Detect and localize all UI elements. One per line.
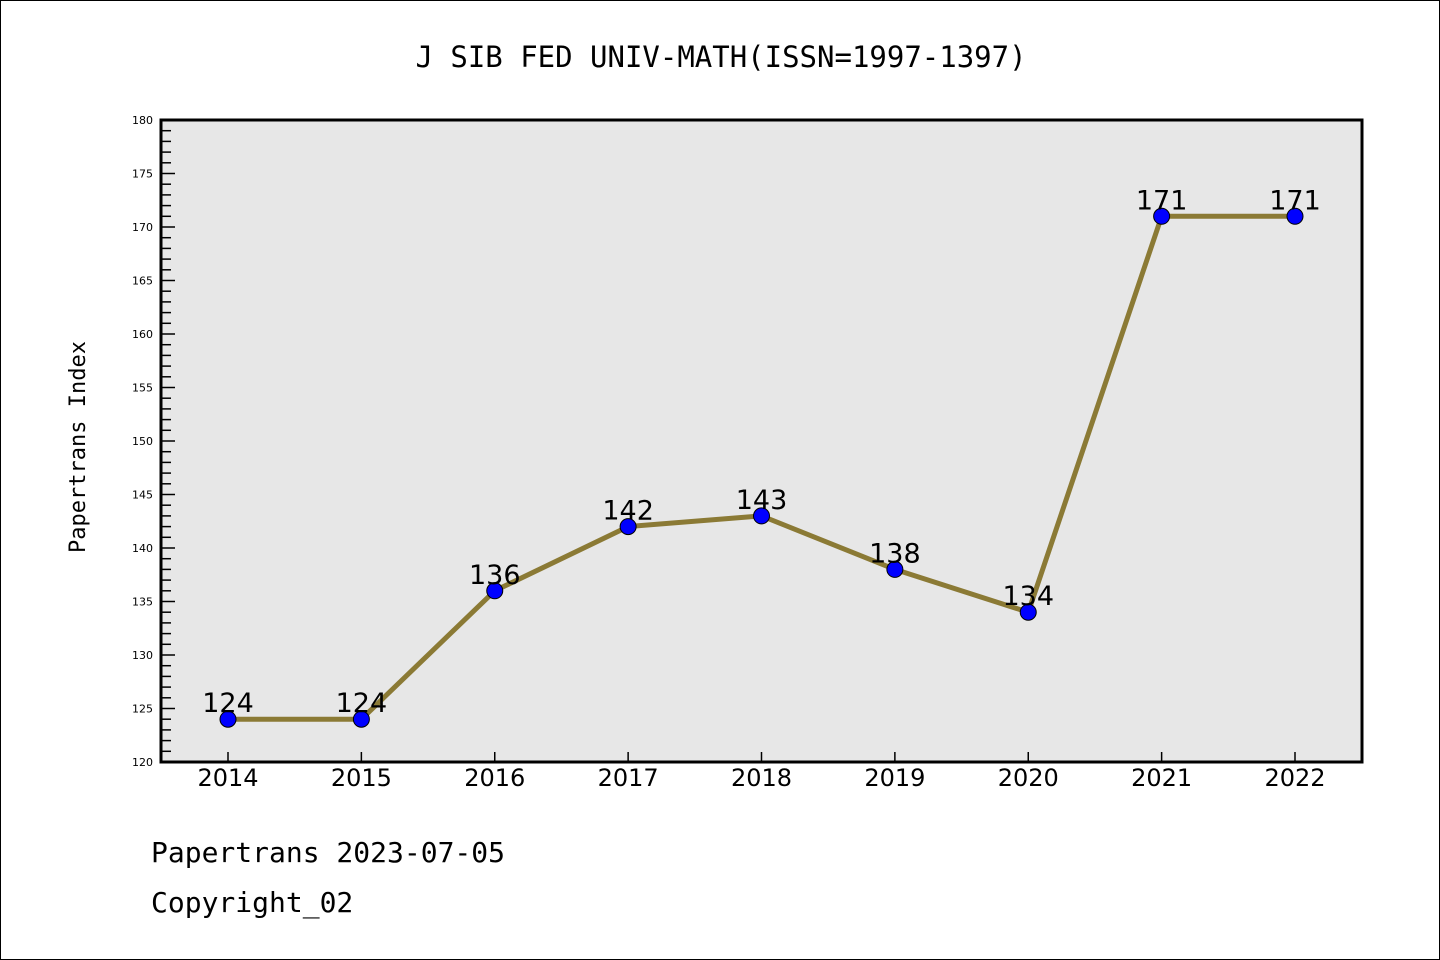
y-tick-label: 120: [132, 756, 153, 769]
data-point: [1019, 603, 1037, 621]
data-label: 171: [1136, 185, 1188, 216]
x-tick-label: 2016: [464, 764, 525, 792]
y-tick-label: 150: [132, 435, 153, 448]
data-label: 171: [1269, 185, 1321, 216]
data-point: [486, 582, 504, 600]
plot-area: [161, 120, 1362, 762]
data-label: 124: [202, 688, 254, 719]
y-tick-label: 180: [132, 114, 153, 127]
plot-border: [159, 118, 1364, 764]
data-label: 124: [336, 688, 388, 719]
y-tick-label: 135: [132, 596, 153, 609]
data-point: [619, 518, 637, 536]
y-tick-label: 160: [132, 328, 153, 341]
data-label: 143: [736, 485, 788, 516]
x-tick-label: 2017: [598, 764, 659, 792]
y-tick-label: 165: [132, 275, 153, 288]
data-point: [1286, 207, 1304, 225]
y-tick-label: 155: [132, 382, 153, 395]
x-tick-label: 2019: [864, 764, 925, 792]
x-tick-label: 2014: [197, 764, 258, 792]
y-tick-label: 130: [132, 649, 153, 662]
data-label: 136: [469, 560, 521, 591]
data-point: [753, 507, 770, 525]
data-label: 138: [869, 538, 921, 569]
y-tick-label: 170: [132, 221, 153, 234]
footer-copyright: Copyright_02: [151, 886, 354, 919]
y-tick-label: 175: [132, 168, 153, 181]
data-point: [352, 710, 370, 728]
x-tick-label: 2018: [731, 764, 792, 792]
data-label: 134: [1002, 581, 1054, 612]
x-tick-label: 2022: [1264, 764, 1325, 792]
chart-title: J SIB FED UNIV-MATH(ISSN=1997-1397): [415, 40, 1026, 74]
footer-date: Papertrans 2023-07-05: [151, 836, 506, 869]
data-point: [219, 710, 237, 728]
x-tick-label: 2015: [331, 764, 392, 792]
data-point: [1153, 207, 1171, 225]
y-tick-label: 140: [132, 542, 153, 555]
data-label: 142: [602, 496, 654, 527]
data-point: [886, 560, 904, 578]
y-axis-label: Papertrans Index: [66, 341, 91, 553]
x-tick-label: 2021: [1131, 764, 1192, 792]
y-tick-label: 145: [132, 489, 153, 502]
x-tick-label: 2020: [998, 764, 1059, 792]
y-tick-label: 125: [132, 703, 153, 716]
